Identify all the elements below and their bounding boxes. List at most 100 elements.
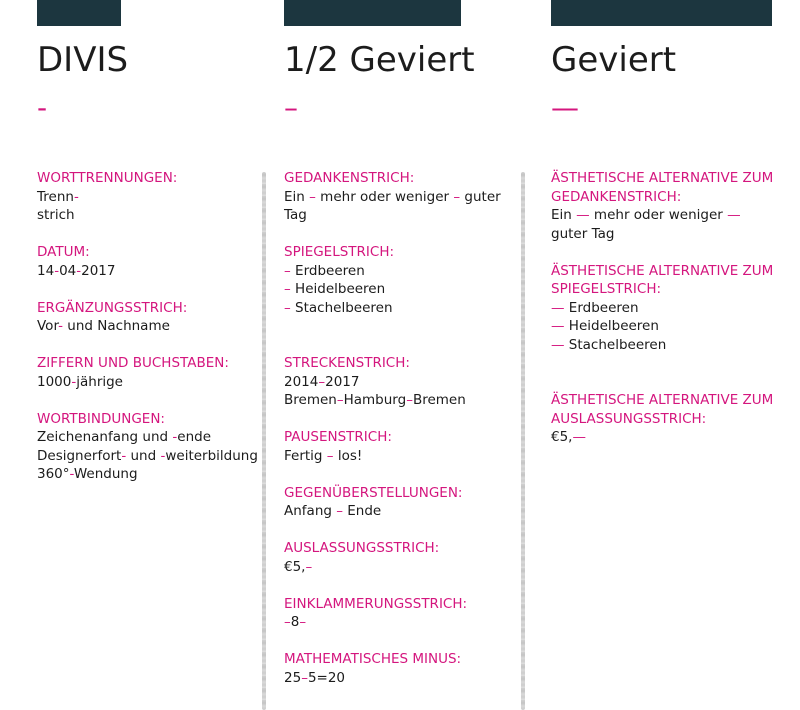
dash-sample: — (551, 91, 579, 124)
example-text: Heidelbeeren (564, 318, 659, 334)
example-line: Tag (284, 206, 509, 225)
example-text: €5, (284, 558, 306, 575)
section-label: MATHEMATISCHES MINUS: (284, 651, 462, 667)
example-text: 2014 (284, 373, 319, 390)
example-line: Fertig – los! (284, 447, 509, 466)
usage-section: AUSLASSUNGSSTRICH: €5,– (284, 539, 509, 576)
example-text: und Nachname (63, 318, 170, 334)
dash-glyph: — (572, 429, 586, 445)
example-line: Trenn- (37, 188, 257, 207)
dash-glyph: - (172, 429, 178, 445)
column-header-bar (37, 0, 121, 26)
example-text: und (126, 447, 161, 464)
example-text: 2017 (325, 373, 360, 390)
example-text: guter Tag (551, 225, 615, 242)
example-line: Designerfort- und -weiterbildung (37, 447, 258, 466)
section-label: ZIFFERN UND BUCHSTABEN: (37, 355, 229, 371)
example-text: Zeichenanfang und (37, 429, 173, 445)
example-line: 360°-Wendung (37, 465, 257, 484)
section-label: WORTBINDUNGEN: (37, 410, 165, 427)
example-text: Ein (284, 188, 310, 205)
example-text: Tag (284, 207, 307, 223)
dash-glyph: — (551, 299, 565, 316)
example-text: mehr oder weniger (589, 207, 728, 223)
usage-section: ZIFFERN UND BUCHSTABEN: 1000-jährige (37, 354, 257, 391)
column-divider (521, 172, 525, 710)
example-line: 2014–2017 (284, 373, 509, 392)
dash-glyph: – (284, 614, 291, 630)
example-line: Ein — mehr oder weniger — (551, 206, 781, 225)
column-heading: DIVIS (37, 40, 129, 80)
column-header-bar (551, 0, 772, 26)
dash-glyph: — (727, 207, 741, 223)
section-spacer (284, 336, 509, 355)
example-line: — Heidelbeeren (551, 317, 781, 336)
usage-section: MATHEMATISCHES MINUS: 25–5=20 (284, 650, 509, 687)
section-label: GEDANKENSTRICH: (284, 170, 415, 186)
usage-section: STRECKENSTRICH: 2014–2017 Bremen–Hamburg–B… (284, 354, 509, 410)
dash-sample: – (284, 91, 298, 124)
column-header-bar (284, 0, 461, 26)
example-text: 8 (290, 614, 300, 630)
example-line: 14-04-2017 (37, 262, 257, 281)
example-text: Bremen (284, 392, 337, 408)
dash-glyph: – (284, 281, 291, 297)
dash-glyph: — (551, 336, 565, 353)
example-line: €5,– (284, 558, 509, 577)
example-text: Heidelbeeren (290, 281, 386, 297)
example-text: Ein (551, 207, 577, 223)
example-line: guter Tag (551, 225, 781, 244)
example-text: 14 (37, 262, 55, 279)
dash-glyph: – (336, 392, 344, 408)
example-text: ende (177, 429, 212, 445)
section-label: WORTTRENNUNGEN: (37, 170, 178, 186)
dash-glyph: - (71, 373, 77, 390)
example-text: Trenn (37, 188, 74, 205)
usage-section: SPIEGELSTRICH: – Erdbeeren – Heidelbeeren –… (284, 243, 509, 317)
example-text: Wendung (73, 466, 138, 482)
section-label: GEGENÜBERSTELLUNGEN: (284, 484, 463, 501)
section-label: AUSLASSUNGSSTRICH: (284, 540, 440, 556)
dash-glyph: – (305, 558, 313, 575)
dash-sample: - (37, 91, 48, 124)
example-text: €5, (551, 429, 573, 445)
usage-section: ÄSTHETISCHE ALTERNATIVE ZUM AUSLASSUNGSS… (551, 391, 781, 447)
example-text: Stachelbeeren (290, 299, 393, 316)
example-text: Erdbeeren (290, 262, 365, 279)
section-label: ERGÄNZUNGSSTRICH: (37, 299, 188, 316)
dash-glyph: – (406, 392, 413, 408)
example-line: — Stachelbeeren (551, 336, 781, 355)
usage-section: ÄSTHETISCHE ALTERNATIVE ZUM SPIEGELSTRIC… (551, 262, 781, 355)
example-text: Designerfort (37, 447, 122, 464)
example-line: Zeichenanfang und -ende (37, 428, 257, 447)
section-label: ÄSTHETISCHE ALTERNATIVE ZUM SPIEGELSTRIC… (551, 262, 774, 298)
dash-glyph: – (309, 188, 316, 205)
dash-glyph: – (284, 262, 291, 279)
example-text: mehr oder weniger (315, 188, 454, 205)
dash-glyph: - (76, 262, 82, 279)
section-list: ÄSTHETISCHE ALTERNATIVE ZUM GEDANKENSTRI… (551, 169, 781, 465)
section-label: STRECKENSTRICH: (284, 355, 410, 371)
usage-section: EINKLAMMERUNGSSTRICH: –8– (284, 595, 509, 632)
example-line: Ein – mehr oder weniger – guter (284, 188, 509, 207)
section-spacer (551, 373, 781, 392)
example-text: 360° (37, 466, 70, 482)
example-text: 04 (59, 262, 77, 279)
column-heading: 1/2 Geviert (284, 40, 475, 80)
usage-section: ERGÄNZUNGSSTRICH: Vor- und Nachname (37, 299, 257, 336)
dash-glyph: – (318, 373, 326, 390)
dash-glyph: - (69, 466, 74, 482)
example-line: Vor- und Nachname (37, 317, 257, 336)
dash-glyph: – (301, 669, 308, 686)
dash-glyph: – (299, 614, 307, 630)
example-text: weiterbildung (165, 447, 258, 464)
dash-glyph: - (121, 447, 127, 464)
example-text: strich (37, 207, 75, 223)
example-text: Stachelbeeren (564, 336, 667, 353)
dash-glyph: - (73, 188, 79, 205)
section-label: DATUM: (37, 244, 90, 260)
example-text: Vor (37, 318, 59, 334)
example-line: strich (37, 206, 257, 225)
example-line: Anfang – Ende (284, 502, 509, 521)
usage-section: WORTTRENNUNGEN: Trenn-strich (37, 169, 257, 225)
